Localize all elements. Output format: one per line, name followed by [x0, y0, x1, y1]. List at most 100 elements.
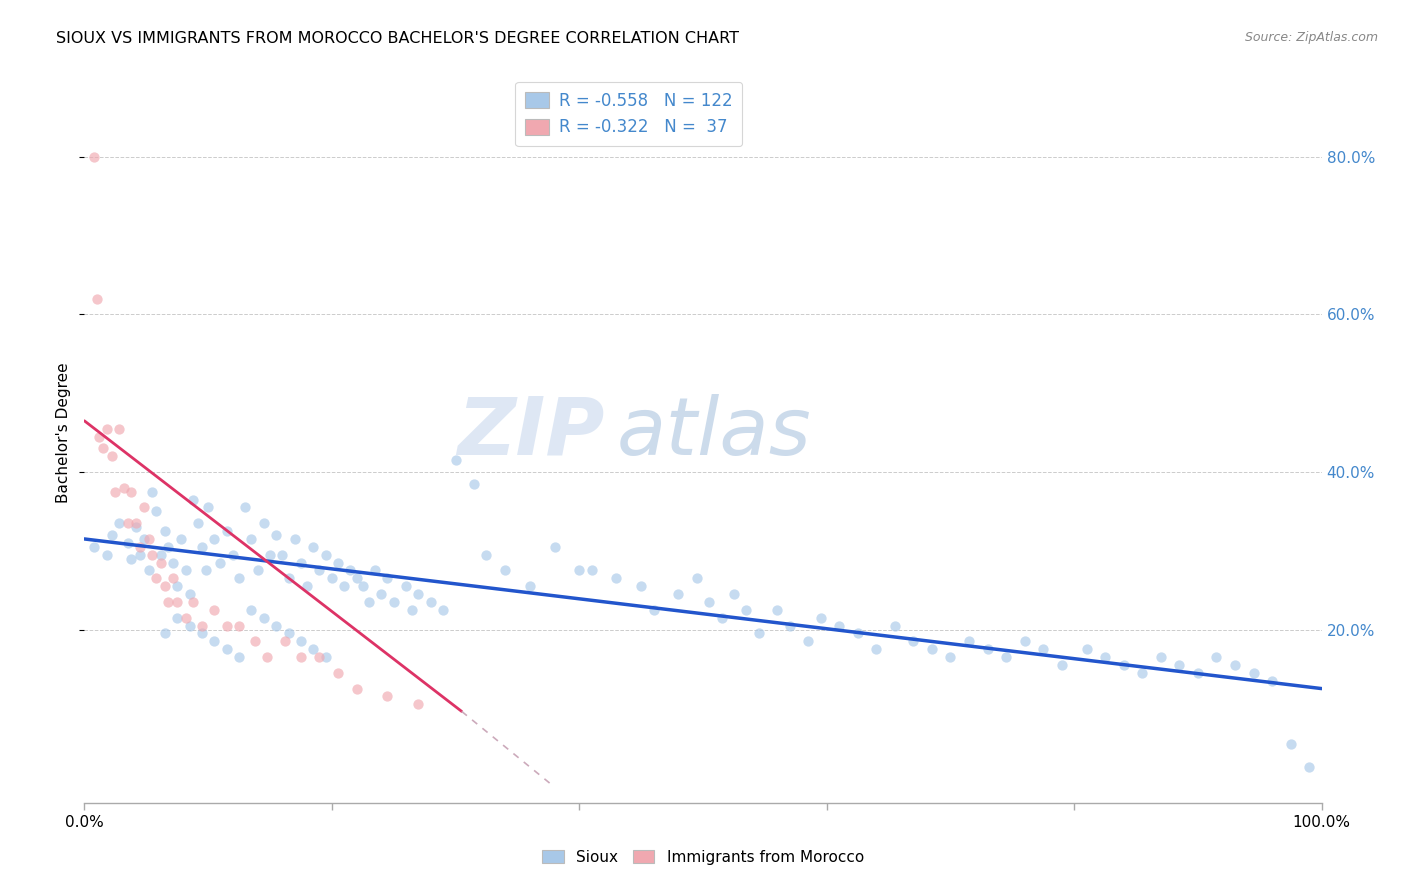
- Point: [157, 540, 180, 554]
- Point: [108, 516, 131, 531]
- Point: [125, 516, 148, 531]
- Point: [117, 536, 139, 550]
- Point: [723, 587, 745, 601]
- Point: [277, 571, 299, 585]
- Point: [83, 540, 105, 554]
- Point: [321, 571, 343, 585]
- Point: [264, 528, 287, 542]
- Point: [194, 564, 217, 578]
- Point: [779, 618, 801, 632]
- Point: [117, 516, 139, 531]
- Point: [202, 634, 225, 648]
- Point: [846, 626, 869, 640]
- Point: [240, 603, 263, 617]
- Point: [83, 150, 105, 164]
- Point: [96, 422, 118, 436]
- Point: [352, 579, 374, 593]
- Point: [315, 548, 337, 562]
- Point: [302, 540, 325, 554]
- Point: [828, 618, 851, 632]
- Point: [308, 650, 330, 665]
- Point: [259, 548, 281, 562]
- Point: [166, 611, 188, 625]
- Point: [1112, 657, 1135, 672]
- Point: [108, 422, 131, 436]
- Point: [222, 548, 245, 562]
- Point: [129, 548, 152, 562]
- Point: [138, 564, 160, 578]
- Point: [290, 634, 312, 648]
- Point: [395, 579, 418, 593]
- Point: [810, 611, 832, 625]
- Point: [174, 564, 197, 578]
- Point: [215, 524, 238, 538]
- Point: [643, 603, 665, 617]
- Point: [271, 548, 294, 562]
- Point: [179, 587, 201, 601]
- Point: [463, 476, 485, 491]
- Text: ZIP: ZIP: [457, 393, 605, 472]
- Point: [748, 626, 770, 640]
- Point: [326, 665, 349, 680]
- Point: [1050, 657, 1073, 672]
- Point: [326, 556, 349, 570]
- Point: [120, 551, 142, 566]
- Point: [630, 579, 652, 593]
- Y-axis label: Bachelor's Degree: Bachelor's Degree: [56, 362, 72, 503]
- Point: [125, 520, 148, 534]
- Point: [166, 579, 188, 593]
- Point: [153, 524, 176, 538]
- Point: [1298, 760, 1320, 774]
- Point: [162, 571, 184, 585]
- Point: [1150, 650, 1173, 665]
- Point: [364, 564, 387, 578]
- Point: [246, 564, 269, 578]
- Point: [141, 484, 163, 499]
- Point: [274, 634, 297, 648]
- Point: [187, 516, 209, 531]
- Point: [568, 564, 591, 578]
- Point: [215, 618, 238, 632]
- Point: [145, 571, 167, 585]
- Point: [315, 650, 337, 665]
- Point: [377, 690, 399, 704]
- Point: [138, 532, 160, 546]
- Point: [253, 611, 276, 625]
- Point: [408, 698, 430, 712]
- Point: [153, 579, 176, 593]
- Point: [295, 579, 318, 593]
- Point: [150, 556, 173, 570]
- Point: [346, 681, 368, 696]
- Point: [666, 587, 689, 601]
- Point: [104, 484, 127, 499]
- Point: [939, 650, 962, 665]
- Point: [215, 642, 238, 657]
- Point: [100, 528, 122, 542]
- Point: [141, 548, 163, 562]
- Point: [228, 618, 250, 632]
- Point: [157, 595, 180, 609]
- Point: [181, 595, 204, 609]
- Point: [1168, 657, 1191, 672]
- Point: [475, 548, 498, 562]
- Point: [957, 634, 980, 648]
- Point: [197, 500, 219, 515]
- Point: [209, 556, 232, 570]
- Point: [290, 556, 312, 570]
- Point: [1130, 665, 1153, 680]
- Point: [686, 571, 709, 585]
- Point: [401, 603, 423, 617]
- Point: [346, 571, 368, 585]
- Point: [308, 564, 330, 578]
- Point: [995, 650, 1018, 665]
- Point: [1076, 642, 1098, 657]
- Legend: Sioux, Immigrants from Morocco: Sioux, Immigrants from Morocco: [536, 844, 870, 871]
- Point: [174, 611, 197, 625]
- Point: [710, 611, 733, 625]
- Point: [96, 548, 118, 562]
- Point: [132, 500, 155, 515]
- Point: [377, 571, 399, 585]
- Point: [91, 442, 114, 456]
- Point: [290, 650, 312, 665]
- Point: [519, 579, 541, 593]
